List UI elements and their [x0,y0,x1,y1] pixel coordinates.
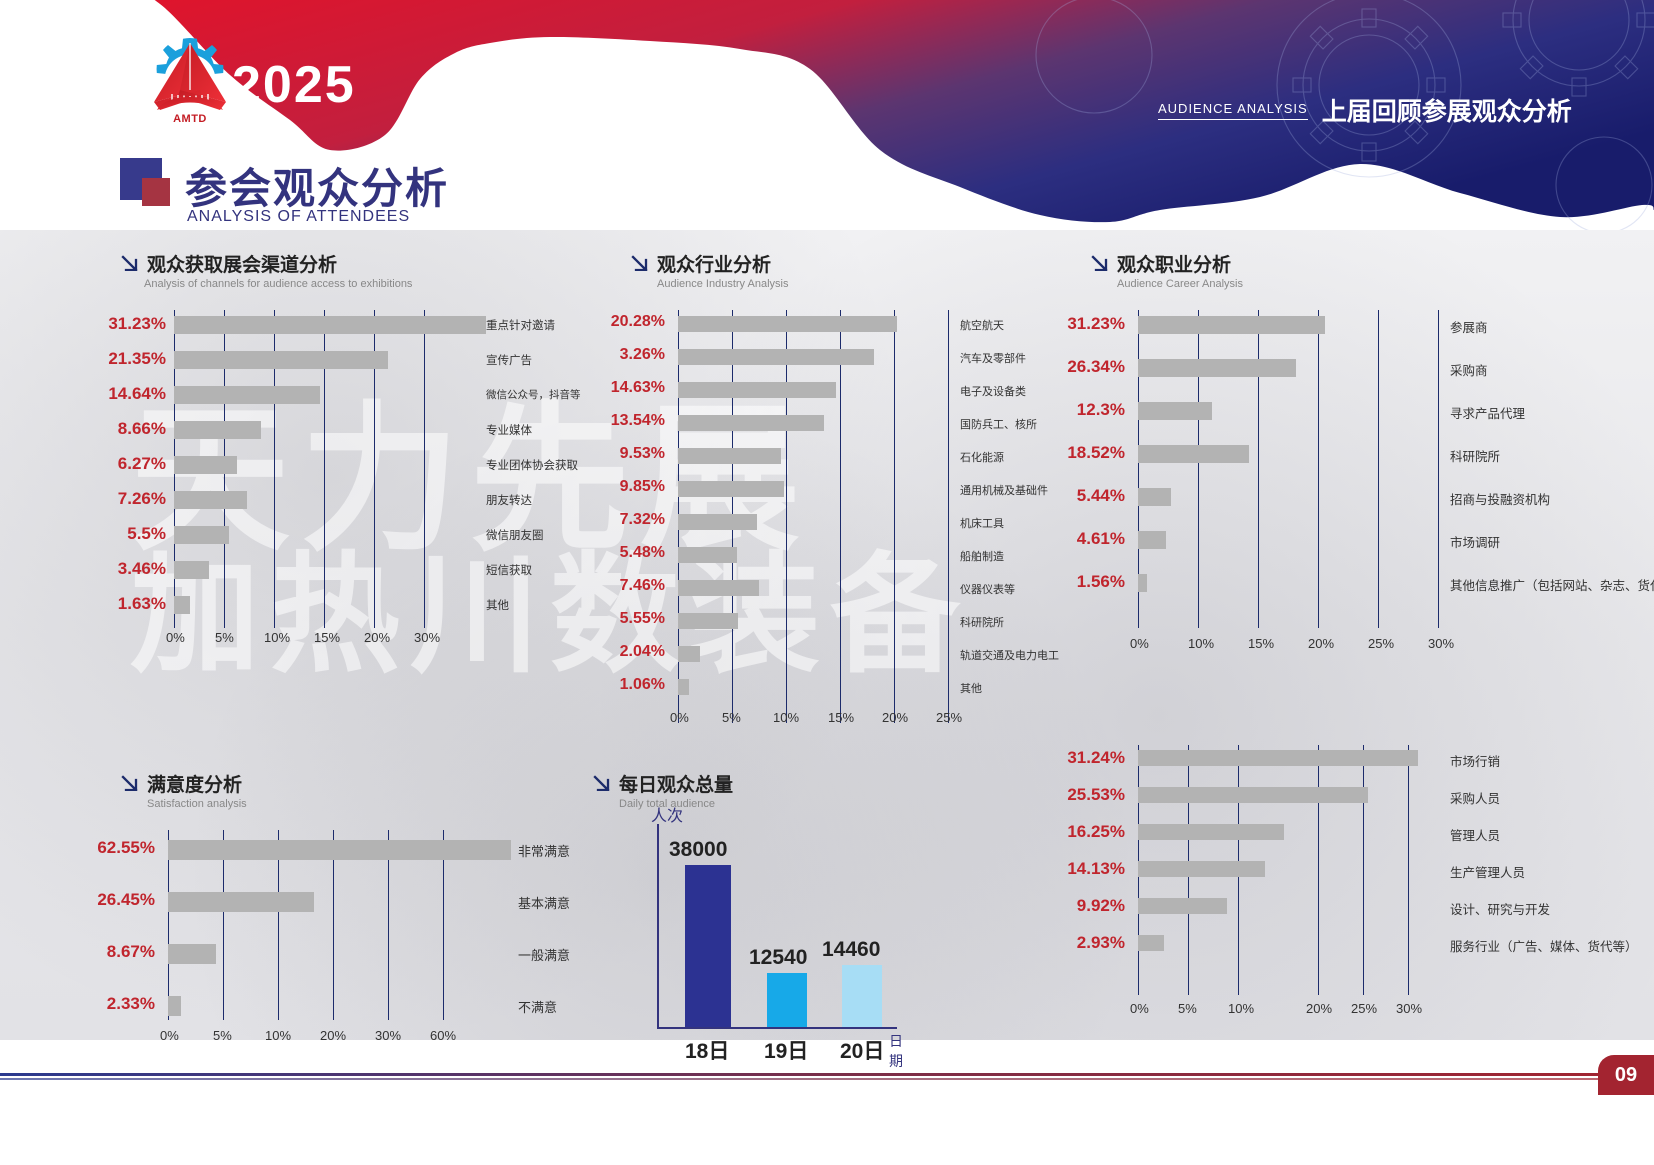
svg-text:AMTD: AMTD [173,113,207,125]
svg-text:2025: 2025 [232,56,356,114]
